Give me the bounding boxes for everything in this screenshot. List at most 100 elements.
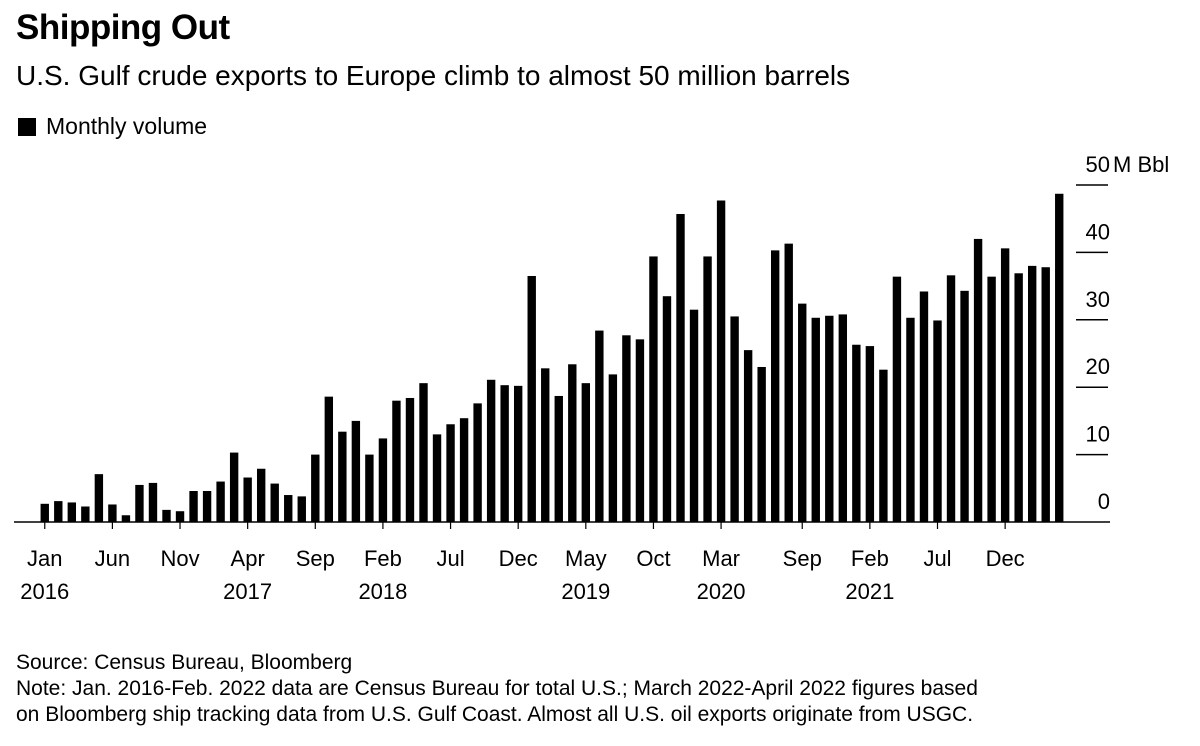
bar (730, 316, 739, 522)
bar (838, 314, 848, 522)
x-tick-label-month: Sep (296, 546, 335, 571)
bar (243, 477, 252, 522)
x-tick-label-year: 2016 (20, 579, 69, 604)
bar (622, 335, 631, 522)
bar (784, 243, 793, 522)
bar (1055, 193, 1064, 522)
x-tick-label-month: Feb (851, 546, 889, 571)
x-tick-label-month: Jul (923, 546, 951, 571)
bar (121, 515, 131, 522)
bar (649, 256, 658, 522)
bar (270, 483, 279, 522)
bar (338, 431, 347, 522)
x-tick-label-year: 2017 (223, 579, 272, 604)
bar (581, 383, 591, 522)
bar (716, 200, 726, 522)
bar (635, 339, 645, 522)
x-tick-label-month: Nov (160, 546, 199, 571)
x-tick-label-month: May (565, 546, 607, 571)
bar (473, 403, 482, 522)
bar (825, 315, 834, 522)
legend-swatch (18, 117, 36, 136)
bar (906, 317, 915, 522)
x-tick-label-month: Apr (231, 546, 265, 571)
bar (351, 420, 361, 522)
bar (392, 400, 401, 522)
bar (1041, 267, 1050, 522)
x-tick-label-month: Sep (783, 546, 822, 571)
x-tick-label-month: Jun (95, 546, 130, 571)
y-tick-label: 20 (1086, 354, 1110, 379)
bar (879, 369, 888, 522)
x-tick-label-month: Jan (27, 546, 62, 571)
bar (81, 506, 90, 522)
bar (973, 238, 983, 523)
bar (527, 275, 536, 522)
x-tick-label-month: Oct (636, 546, 670, 571)
bar (365, 454, 374, 522)
bar (892, 276, 902, 522)
bar (554, 395, 563, 522)
bar (67, 502, 77, 522)
bar (405, 397, 415, 522)
bar (135, 484, 144, 522)
bar (500, 385, 509, 522)
bar (676, 213, 685, 523)
chart-title: Shipping Out (16, 8, 230, 47)
bar (662, 296, 672, 522)
bar (297, 496, 306, 522)
bar (703, 256, 712, 522)
note-line-2: on Bloomberg ship tracking data from U.S… (16, 703, 974, 726)
bar (189, 491, 198, 522)
bar (94, 474, 104, 522)
bar (960, 290, 969, 522)
bar (852, 344, 861, 522)
legend: Monthly volume (18, 113, 207, 140)
bar (459, 418, 469, 522)
bar (432, 434, 442, 522)
bar (757, 366, 766, 522)
x-tick-label-month: Jul (436, 546, 464, 571)
y-tick-label: 50 (1086, 152, 1110, 177)
x-tick-label-year: 2019 (561, 579, 610, 604)
bar (595, 330, 604, 522)
bar (919, 291, 929, 522)
bar (311, 454, 320, 522)
x-tick-label-year: 2021 (845, 579, 894, 604)
source-text: Source: Census Bureau, Bloomberg (16, 651, 353, 674)
footer: Source: Census Bureau, Bloomberg Note: J… (16, 650, 978, 728)
note-line-1: Note: Jan. 2016-Feb. 2022 data are Censu… (16, 677, 978, 700)
bar (608, 374, 618, 522)
y-tick-label: 0 (1098, 489, 1110, 514)
bar (148, 482, 158, 522)
y-tick-label: 40 (1086, 219, 1110, 244)
bar (162, 509, 171, 522)
y-tick-label: 30 (1086, 287, 1110, 312)
bar (933, 320, 942, 522)
bar (1027, 265, 1037, 522)
bar (1000, 248, 1010, 523)
bar (743, 350, 753, 522)
x-tick-label-year: 2018 (358, 579, 407, 604)
x-tick-label-month: Dec (986, 546, 1025, 571)
bar (40, 503, 49, 522)
x-tick-label-month: Dec (499, 546, 538, 571)
bar (378, 438, 388, 522)
bar (175, 511, 185, 522)
x-tick-label-year: 2020 (697, 579, 746, 604)
bar (689, 309, 699, 522)
y-axis-unit-label: M Bbl (1113, 152, 1169, 177)
bar-chart: Jan 2016 Jun Nov Apr 2017 Sep Feb 2018 Jul Dec May 2… (14, 152, 1169, 604)
bar (256, 468, 266, 522)
y-tick-label: 10 (1086, 422, 1110, 447)
bar (216, 481, 225, 522)
bar (284, 495, 293, 522)
bar (202, 491, 212, 522)
legend-label: Monthly volume (46, 113, 208, 139)
bar (419, 383, 428, 522)
bar (229, 452, 239, 522)
chart-subtitle: U.S. Gulf crude exports to Europe climb … (16, 60, 851, 91)
bar (568, 364, 577, 522)
x-tick-label-month: Mar (702, 546, 740, 571)
bar (54, 501, 63, 522)
